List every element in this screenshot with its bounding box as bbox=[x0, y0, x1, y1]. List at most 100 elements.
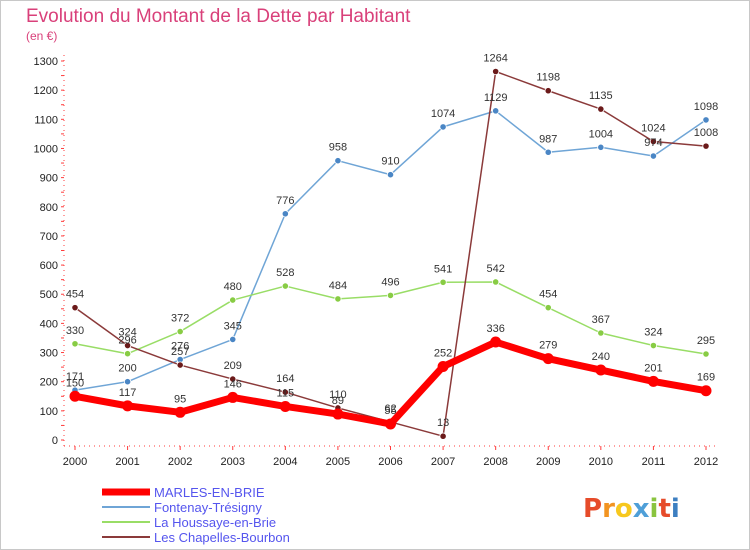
data-label-marles-en-brie: 95 bbox=[174, 393, 186, 405]
data-label-les-chapelles-bourbon: 454 bbox=[66, 289, 84, 301]
x-tick-label: 2006 bbox=[378, 456, 402, 468]
y-tick-label: 200 bbox=[40, 377, 58, 389]
data-point-la-houssaye-en-brie bbox=[71, 340, 79, 348]
data-label-la-houssaye-en-brie: 480 bbox=[224, 281, 242, 293]
data-point-fontenay-tresigny bbox=[544, 148, 552, 156]
series-layer bbox=[69, 67, 712, 440]
data-label-marles-en-brie: 252 bbox=[434, 348, 452, 360]
chart-title: Evolution du Montant de la Dette par Hab… bbox=[26, 6, 411, 27]
data-point-marles-en-brie bbox=[542, 353, 554, 365]
x-tick-label: 2008 bbox=[483, 456, 507, 468]
data-label-les-chapelles-bourbon: 164 bbox=[276, 373, 294, 385]
data-point-les-chapelles-bourbon bbox=[123, 341, 132, 350]
data-label-les-chapelles-bourbon: 1198 bbox=[536, 72, 560, 84]
data-label-marles-en-brie: 150 bbox=[66, 377, 84, 389]
data-point-marles-en-brie bbox=[332, 408, 344, 420]
x-tick-label: 2005 bbox=[326, 456, 350, 468]
data-point-la-houssaye-en-brie bbox=[597, 329, 605, 337]
data-point-fontenay-tresigny bbox=[229, 335, 237, 344]
x-tick-label: 2011 bbox=[642, 456, 666, 468]
data-point-les-chapelles-bourbon bbox=[649, 137, 658, 146]
y-tick-label: 600 bbox=[40, 260, 58, 272]
y-tick-label: 100 bbox=[40, 406, 58, 418]
data-label-marles-en-brie: 115 bbox=[277, 387, 295, 399]
data-label-les-chapelles-bourbon: 1008 bbox=[694, 127, 718, 139]
data-label-la-houssaye-en-brie: 484 bbox=[329, 280, 347, 292]
data-point-les-chapelles-bourbon bbox=[702, 142, 710, 150]
data-point-les-chapelles-bourbon bbox=[281, 388, 289, 396]
y-tick-label: 1100 bbox=[34, 114, 58, 126]
data-label-fontenay-tresigny: 987 bbox=[539, 133, 557, 145]
data-point-la-houssaye-en-brie bbox=[702, 350, 710, 358]
data-label-les-chapelles-bourbon: 209 bbox=[224, 360, 242, 372]
data-label-fontenay-tresigny: 200 bbox=[118, 363, 136, 375]
data-point-marles-en-brie bbox=[385, 418, 396, 430]
data-label-les-chapelles-bourbon: 62 bbox=[384, 403, 396, 415]
data-point-la-houssaye-en-brie bbox=[123, 350, 132, 358]
data-label-marles-en-brie: 201 bbox=[644, 362, 662, 374]
data-label-fontenay-tresigny: 974 bbox=[644, 137, 662, 149]
data-point-les-chapelles-bourbon bbox=[544, 87, 552, 95]
data-point-marles-en-brie bbox=[279, 400, 291, 412]
data-point-fontenay-tresigny bbox=[597, 143, 605, 151]
data-point-fontenay-tresigny bbox=[702, 116, 710, 124]
proxiti-logo: Proxiti bbox=[583, 494, 680, 524]
data-label-la-houssaye-en-brie: 296 bbox=[118, 335, 136, 347]
data-point-la-houssaye-en-brie bbox=[544, 304, 552, 312]
data-label-fontenay-tresigny: 776 bbox=[276, 195, 294, 207]
data-label-la-houssaye-en-brie: 496 bbox=[381, 276, 399, 288]
logo-text: Proxiti bbox=[583, 494, 680, 524]
series-line-les-chapelles-bourbon bbox=[74, 70, 707, 437]
data-point-la-houssaye-en-brie bbox=[334, 295, 342, 303]
data-label-les-chapelles-bourbon: 110 bbox=[329, 389, 347, 401]
data-label-fontenay-tresigny: 345 bbox=[224, 320, 242, 332]
data-point-les-chapelles-bourbon bbox=[439, 432, 447, 440]
data-point-marles-en-brie bbox=[227, 391, 239, 403]
data-point-marles-en-brie bbox=[490, 336, 502, 348]
data-label-la-houssaye-en-brie: 295 bbox=[697, 335, 715, 347]
data-point-la-houssaye-en-brie bbox=[492, 278, 500, 286]
data-label-marles-en-brie: 146 bbox=[224, 378, 242, 390]
series-line-fontenay-tresigny bbox=[74, 110, 707, 391]
x-tick-label: 2004 bbox=[273, 456, 297, 468]
data-point-marles-en-brie bbox=[595, 364, 607, 376]
data-point-fontenay-tresigny bbox=[334, 157, 342, 165]
data-point-la-houssaye-en-brie bbox=[386, 291, 395, 299]
data-point-les-chapelles-bourbon bbox=[176, 361, 184, 369]
x-tick-label: 2009 bbox=[536, 456, 560, 468]
x-tick-label: 2010 bbox=[589, 456, 613, 468]
y-tick-label: 300 bbox=[40, 348, 58, 360]
axes: 0 100 200 300 400 500 600 700 800 900 1000 1100 1200… bbox=[34, 55, 718, 468]
data-label-les-chapelles-bourbon: 1024 bbox=[641, 122, 665, 134]
data-label-marles-en-brie: 55 bbox=[384, 405, 396, 417]
legend-entry: Les Chapelles-Bourbon bbox=[154, 530, 290, 545]
data-point-la-houssaye-en-brie bbox=[439, 278, 447, 286]
data-label-la-houssaye-en-brie: 454 bbox=[539, 289, 557, 301]
y-tick-label: 0 bbox=[52, 435, 58, 447]
data-label-marles-en-brie: 336 bbox=[486, 323, 504, 335]
data-label-la-houssaye-en-brie: 528 bbox=[276, 267, 294, 279]
x-tick-label: 2012 bbox=[694, 456, 718, 468]
data-point-marles-en-brie bbox=[647, 375, 659, 387]
x-tick-label: 2001 bbox=[115, 456, 139, 468]
y-tick-label: 400 bbox=[40, 318, 58, 330]
x-tick-label: 2000 bbox=[63, 456, 87, 468]
data-label-marles-en-brie: 279 bbox=[539, 340, 557, 352]
data-point-la-houssaye-en-brie bbox=[229, 296, 237, 304]
data-point-fontenay-tresigny bbox=[123, 378, 132, 386]
data-point-fontenay-tresigny bbox=[281, 210, 289, 218]
data-label-fontenay-tresigny: 171 bbox=[66, 371, 84, 383]
y-tick-label: 800 bbox=[40, 202, 58, 214]
x-tick-label: 2002 bbox=[168, 456, 192, 468]
data-point-marles-en-brie bbox=[437, 361, 449, 373]
y-tick-label: 900 bbox=[40, 173, 58, 185]
data-label-la-houssaye-en-brie: 330 bbox=[66, 325, 84, 337]
data-label-la-houssaye-en-brie: 372 bbox=[171, 313, 189, 325]
unit-label: (en €) bbox=[26, 29, 57, 43]
data-label-les-chapelles-bourbon: 1135 bbox=[589, 90, 613, 102]
x-tick-label: 2003 bbox=[221, 456, 245, 468]
data-point-la-houssaye-en-brie bbox=[176, 327, 184, 336]
data-point-fontenay-tresigny bbox=[649, 152, 658, 160]
